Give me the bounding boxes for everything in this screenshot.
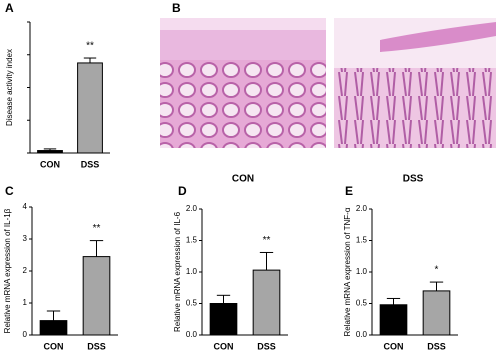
histology-dss [334, 18, 496, 148]
panel-letter: A [5, 1, 14, 15]
y-tick-label: 1.5 [186, 236, 198, 245]
y-tick-label: 2 [23, 266, 28, 275]
bar [379, 304, 408, 336]
y-tick-label: 1.0 [356, 267, 368, 276]
image-caption: CON [232, 174, 254, 185]
significance: * [435, 265, 439, 276]
bar [77, 62, 103, 154]
x-tick-label: DSS [81, 159, 100, 169]
significance: ** [86, 41, 94, 52]
x-tick-label: CON [40, 159, 60, 169]
x-tick-label: DSS [257, 341, 276, 351]
y-tick-label: 0.5 [186, 299, 198, 308]
x-tick-label: CON [44, 341, 64, 351]
bar [252, 269, 281, 336]
y-tick-label: 1.0 [186, 267, 198, 276]
panel-letter: B [172, 1, 181, 15]
bar [422, 290, 451, 336]
significance: ** [93, 223, 101, 234]
panel-letter: D [178, 184, 187, 198]
y-axis-label: Relative mRNA expression of IL-1β [3, 208, 12, 333]
y-tick-label: 1 [23, 298, 28, 307]
y-tick-label: 0.5 [356, 299, 368, 308]
y-tick-label: 3 [23, 234, 28, 243]
image-caption: DSS [403, 174, 424, 185]
y-tick-label: 4 [23, 202, 28, 211]
bar [39, 320, 68, 336]
y-tick-label: 1.5 [356, 236, 368, 245]
y-axis-label: Relative mRNA expression of TNF-α [343, 207, 352, 336]
bar [82, 256, 111, 336]
y-tick-label: 2.0 [186, 204, 198, 213]
x-tick-label: CON [214, 341, 234, 351]
bar [37, 150, 63, 154]
y-tick-label: 0.0 [356, 330, 368, 339]
panel-letter: E [345, 184, 353, 198]
y-axis-label: Relative mRNA expression of IL-6 [173, 211, 182, 332]
significance: ** [263, 235, 271, 246]
y-tick-label: 2.0 [356, 204, 368, 213]
y-tick-label: 0.0 [186, 330, 198, 339]
panel-letter: C [5, 184, 14, 198]
x-tick-label: DSS [427, 341, 446, 351]
bar [209, 303, 238, 336]
x-tick-label: DSS [87, 341, 106, 351]
x-tick-label: CON [384, 341, 404, 351]
histology-con [160, 18, 326, 148]
y-tick-label: 0 [23, 330, 28, 339]
y-axis-label: Disease activity index [5, 49, 14, 126]
